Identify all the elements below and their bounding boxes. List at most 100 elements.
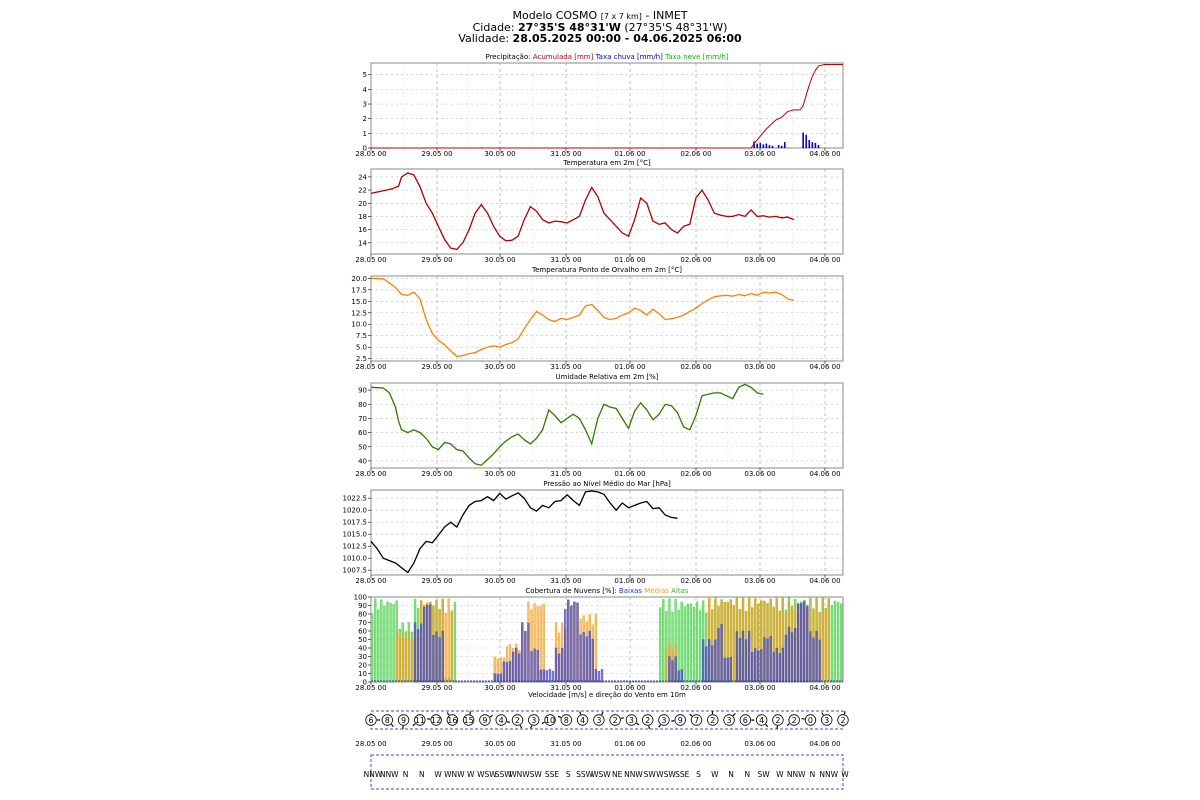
pressure-x-tick-label: 02.06 00 (680, 577, 711, 585)
precip-x-tick-label: 03.06 00 (744, 150, 775, 158)
pressure-y-tick-label: 1022.5 (343, 495, 368, 503)
dew-x-tick-label: 01.06 00 (614, 363, 645, 371)
wind-direction-arrow (765, 724, 769, 728)
wind-direction-arrow (648, 725, 650, 729)
wind-speed-circle (430, 714, 442, 726)
cloud-bar-altas (453, 601, 457, 683)
wind-speed-label: 6 (743, 716, 748, 725)
cloud-x-tick-label: 30.05 00 (484, 684, 515, 692)
cloud-y-tick-label: 100 (354, 594, 367, 602)
dew-x-tick-label: 04.06 00 (809, 363, 840, 371)
wind-direction-label: NNW (819, 770, 838, 779)
wind-x-tick-label: 01.06 00 (614, 740, 645, 748)
cloud-title: Cobertura de Nuvens [%]: Baixas Médias A… (525, 587, 689, 595)
wind-direction-label: N (419, 770, 425, 779)
wind-direction-label: N (810, 770, 816, 779)
wind-speed-label: 6 (368, 716, 373, 725)
cloud-bar-altas (392, 604, 395, 683)
wind-speed-circle (641, 714, 654, 726)
wind-direction-label: N (745, 770, 751, 779)
wind-direction-label: WNW (509, 770, 530, 779)
cloud-bar-baixas (744, 639, 748, 683)
cloud-bar-baixas (708, 639, 711, 683)
precip-rain-bar (759, 142, 762, 148)
pressure-x-tick-label: 28.05 00 (355, 577, 386, 585)
dew-x-tick-label: 31.05 00 (550, 363, 581, 371)
cloud-bar-baixas (800, 603, 803, 683)
wind-speed-label: 4 (580, 716, 585, 725)
wind-direction-label: S (696, 770, 701, 779)
cloud-bar-baixas (588, 631, 591, 683)
wind-direction-label: WNW (444, 770, 465, 779)
cloud-bar-baixas (423, 607, 426, 683)
wind-panel: 28.05 00 29.05 00 30.05 00 31.05 00 01.06 00… (355, 710, 849, 790)
wind-direction-arrow (541, 721, 545, 725)
wind-speed-label: 8 (564, 716, 569, 725)
wind-speed-circle (544, 714, 556, 726)
precip-rain-bar (771, 145, 774, 148)
temp-y-tick-label: 18 (358, 213, 367, 221)
cloud-bar-altas (686, 604, 689, 683)
pressure-y-tick-label: 1012.5 (343, 543, 368, 551)
cloud-bar-médias (407, 630, 411, 683)
cloud-bar-altas (836, 602, 840, 683)
cloud-bar-médias (444, 612, 447, 683)
cloud-bar-médias (821, 598, 824, 683)
rh-x-tick-label: 03.06 00 (744, 470, 775, 478)
wind-speed-circle (772, 714, 784, 726)
cloud-bar-baixas (720, 624, 723, 683)
validity-range: 28.05.2025 00:00 - 04.06.2025 06:00 (512, 32, 742, 45)
cloud-bar-baixas (772, 651, 775, 683)
wind-speed-circle (788, 714, 800, 726)
wind-x-tick-label: 30.05 00 (484, 740, 515, 748)
cloud-bar-baixas (747, 630, 751, 683)
wind-direction-label: SSE (675, 770, 690, 779)
cloud-bar-baixas (760, 649, 763, 683)
cloud-bar-baixas (751, 652, 754, 683)
pressure-title: Pressão ao Nível Médio do Mar [hPa] (543, 480, 671, 488)
precip-accumulated-line (371, 64, 843, 149)
rh-x-tick-label: 29.05 00 (421, 470, 452, 478)
rh-x-tick-label: 31.05 00 (550, 470, 581, 478)
dew-y-tick-label: 10.0 (351, 321, 367, 329)
wind-speed-label: 16 (447, 716, 457, 725)
pressure-x-tick-label: 03.06 00 (744, 577, 775, 585)
temp-y-tick-label: 16 (358, 226, 367, 234)
wind-direction-arrow (636, 722, 640, 726)
wind-direction-arrow (530, 725, 533, 729)
precip-rain-bar (765, 143, 768, 148)
wind-direction-label: W (467, 770, 475, 779)
wind-direction-label: SSE (545, 770, 560, 779)
cloud-bar-baixas (741, 630, 745, 683)
wind-direction-label: SSW (495, 770, 513, 779)
pressure-plot-area (370, 489, 844, 576)
temp-x-tick-label: 30.05 00 (484, 256, 515, 264)
cloud-bar-baixas (551, 670, 555, 683)
cloud-y-tick-label: 30 (358, 653, 367, 661)
precip-rain-bar (817, 145, 820, 148)
rh-y-tick-label: 40 (358, 457, 367, 465)
cloud-bar-baixas (714, 639, 717, 683)
cloud-bar-médias (404, 638, 408, 683)
rh-y-tick-label: 50 (358, 443, 367, 451)
precip-rain-bar (753, 141, 755, 148)
cloud-bar-baixas (413, 622, 417, 683)
cloud-bar-baixas (818, 639, 821, 683)
rh-line (370, 383, 764, 466)
temp-x-tick-label: 29.05 00 (421, 256, 452, 264)
wind-speed-label: 7 (694, 716, 699, 725)
cloud-x-tick-label: 04.06 00 (809, 684, 840, 692)
wind-speed-circle (690, 714, 703, 726)
precip-rain-bar (780, 145, 783, 148)
cloud-x-tick-label: 29.05 00 (421, 684, 452, 692)
dew-line (370, 277, 795, 358)
temp-plot-area (370, 168, 844, 255)
dew-panel: 2.5 5.0 7.5 10.0 12.5 15.0 17.5 20.0 28.05 00 29.… (351, 275, 844, 371)
precip-y-tick-label: 2 (363, 115, 367, 123)
temp-title-part-0: Temperatura em 2m [°C] (562, 159, 651, 167)
city-coordinates-alt: (27°35'S 48°31'W) (624, 21, 728, 34)
temp-title: Temperatura em 2m [°C] (562, 159, 651, 167)
wind-direction-label: SW (758, 770, 771, 779)
dew-y-tick-label: 7.5 (356, 332, 367, 340)
cloud-bar-baixas (790, 632, 794, 683)
